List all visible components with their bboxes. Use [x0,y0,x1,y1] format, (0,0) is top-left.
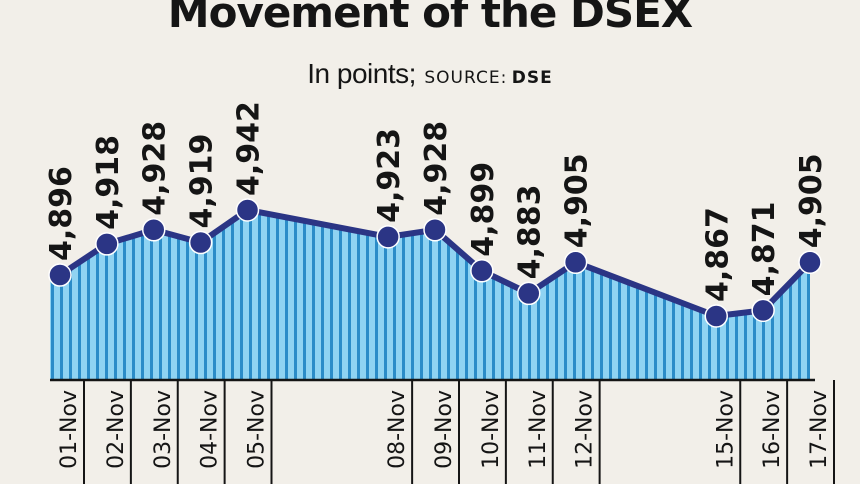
x-tick-label: 04-Nov [198,390,223,469]
data-label: 4,867 [700,207,735,302]
data-label: 4,896 [44,166,79,261]
data-point [95,232,119,256]
data-label: 4,919 [185,134,220,229]
data-point [704,304,728,328]
data-label: 4,871 [747,201,782,296]
data-label: 4,905 [794,153,829,248]
x-tick-label: 16-Nov [760,390,785,469]
data-point [470,259,494,283]
data-label: 4,923 [372,128,407,223]
data-point [517,281,541,306]
data-point [376,225,400,249]
data-label: 4,905 [560,153,595,248]
x-tick-label: 01-Nov [57,390,82,469]
data-point [751,298,775,323]
x-tick-label: 02-Nov [104,390,129,469]
x-tick-label: 05-Nov [245,390,270,469]
data-label: 4,918 [91,135,126,230]
x-tick-label: 12-Nov [573,390,598,469]
x-tick-labels: 01-Nov 02-Nov 03-Nov 04-Nov 05-Nov 08-Nov 09-N… [57,390,832,469]
source-label: SOURCE: [424,68,508,88]
data-label: 4,942 [232,101,267,196]
data-point [798,250,822,275]
data-points [48,198,822,328]
x-tick-label: 10-Nov [479,390,504,469]
data-label: 4,928 [138,121,173,216]
data-label: 4,883 [513,184,548,279]
data-label: 4,928 [419,121,454,216]
x-tick-label: 03-Nov [151,390,176,469]
x-axis [50,378,835,484]
x-tick-label: 15-Nov [713,390,738,469]
data-point [142,218,166,242]
data-point [423,218,447,242]
area-fill-layer [50,210,810,380]
data-point [235,198,260,222]
data-point [563,250,588,275]
chart-title: Movement of the DSEX [167,0,693,37]
chart-subtitle: In points; SOURCE: DSE [0,58,860,90]
data-label: 4,899 [466,162,501,257]
area-fill [50,210,810,380]
x-tick-label: 09-Nov [432,390,457,469]
source-name: DSE [511,68,553,88]
x-tick-label: 08-Nov [385,390,410,469]
data-labels: 4,896 4,918 4,928 4,919 4,942 4,923 4,928 4,899… [44,101,829,302]
x-tick-label: 11-Nov [526,390,551,469]
data-point [188,230,213,255]
data-point [48,263,72,287]
unit-label: In points; [307,58,416,89]
x-tick-label: 17-Nov [807,390,832,469]
